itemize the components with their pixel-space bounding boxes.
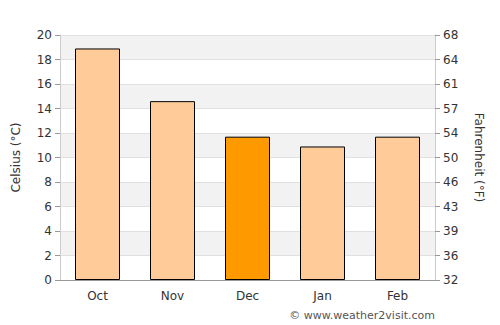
svg-text:Jan: Jan xyxy=(312,289,332,303)
svg-text:0: 0 xyxy=(44,273,52,287)
svg-text:32: 32 xyxy=(443,273,458,287)
svg-text:Fahrenheit (°F): Fahrenheit (°F) xyxy=(472,113,486,203)
svg-text:Feb: Feb xyxy=(387,289,408,303)
svg-text:8: 8 xyxy=(44,175,52,189)
svg-text:39: 39 xyxy=(443,224,458,238)
svg-text:Oct: Oct xyxy=(87,289,108,303)
svg-text:4: 4 xyxy=(44,224,52,238)
svg-text:36: 36 xyxy=(443,249,458,263)
svg-text:Nov: Nov xyxy=(161,289,184,303)
svg-text:54: 54 xyxy=(443,126,458,140)
svg-text:© www.weather2visit.com: © www.weather2visit.com xyxy=(289,309,435,322)
svg-text:46: 46 xyxy=(443,175,458,189)
svg-text:14: 14 xyxy=(37,102,52,116)
svg-text:2: 2 xyxy=(44,249,52,263)
svg-text:68: 68 xyxy=(443,28,458,42)
svg-text:6: 6 xyxy=(44,200,52,214)
svg-text:16: 16 xyxy=(37,77,52,91)
svg-text:20: 20 xyxy=(37,28,52,42)
svg-text:Dec: Dec xyxy=(236,289,259,303)
svg-text:43: 43 xyxy=(443,200,458,214)
svg-text:57: 57 xyxy=(443,102,458,116)
svg-text:10: 10 xyxy=(37,151,52,165)
svg-text:Celsius (°C): Celsius (°C) xyxy=(9,122,23,192)
svg-text:50: 50 xyxy=(443,151,458,165)
svg-text:18: 18 xyxy=(37,53,52,67)
svg-text:12: 12 xyxy=(37,126,52,140)
svg-text:61: 61 xyxy=(443,77,458,91)
svg-text:64: 64 xyxy=(443,53,458,67)
